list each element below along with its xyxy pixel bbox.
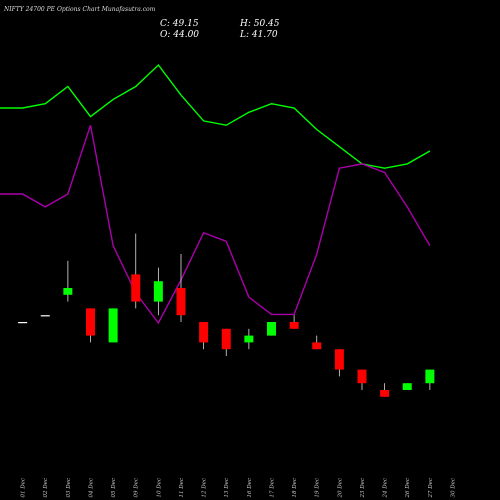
x-tick-label: 02 Dec (43, 478, 49, 498)
x-tick-label: 16 Dec (247, 478, 253, 498)
candle-body (357, 369, 367, 384)
candle-body (176, 288, 186, 316)
x-tick-label: 03 Dec (66, 478, 72, 498)
x-tick-label: 12 Dec (202, 478, 208, 498)
x-tick-label: 10 Dec (156, 478, 162, 498)
x-tick-label: 04 Dec (88, 478, 94, 498)
upper-band-line (0, 63, 431, 169)
candle-body (85, 308, 95, 336)
x-tick-label: 20 Dec (337, 478, 343, 499)
x-tick-label: 01 Dec (21, 478, 27, 498)
candle-body (244, 335, 254, 343)
lower-band-series (0, 124, 431, 325)
x-tick-label: 26 Dec (405, 478, 411, 499)
high-value: H: 50.45 (240, 19, 280, 29)
low-value: L: 41.70 (240, 30, 278, 40)
upper-band-series (0, 63, 431, 169)
candle-body (334, 349, 344, 370)
x-tick-label: 27 Dec (428, 478, 434, 499)
x-tick-label: 19 Dec (315, 478, 321, 498)
x-axis-ticks: 01 Dec 02 Dec 03 Dec 04 Dec 05 Dec 09 Dec 10 D… (21, 478, 457, 499)
x-tick-label: 30 Dec (450, 478, 456, 498)
open-value: O: 44.00 (160, 30, 200, 40)
candles (18, 233, 435, 397)
x-tick-label: 17 Dec (269, 478, 275, 498)
candle-body (221, 328, 231, 350)
candle-body (266, 322, 276, 336)
candle-body (63, 288, 73, 295)
x-tick-label: 11 Dec (179, 478, 185, 498)
candle-body (199, 322, 209, 343)
candle-body (380, 390, 390, 397)
x-tick-label: 24 Dec (383, 478, 389, 499)
x-tick-label: 09 Dec (134, 478, 140, 498)
candle-body (425, 369, 435, 384)
lower-band-line (0, 124, 431, 325)
candle-body (153, 281, 163, 302)
chart-title: NIFTY 24700 PE Options Chart Munafasutra… (4, 6, 156, 13)
candle-body (402, 383, 412, 390)
x-tick-label: 05 Dec (111, 478, 117, 498)
x-tick-label: 18 Dec (292, 478, 298, 498)
candle-body (289, 322, 299, 329)
candle-body (131, 274, 141, 302)
candle-body (108, 308, 118, 343)
x-tick-label: 23 Dec (360, 478, 366, 499)
candle-body (18, 322, 28, 324)
candle-body (312, 342, 322, 350)
close-value: C: 49.15 (160, 19, 199, 29)
x-tick-label: 13 Dec (224, 478, 230, 498)
candle-body (40, 315, 50, 317)
